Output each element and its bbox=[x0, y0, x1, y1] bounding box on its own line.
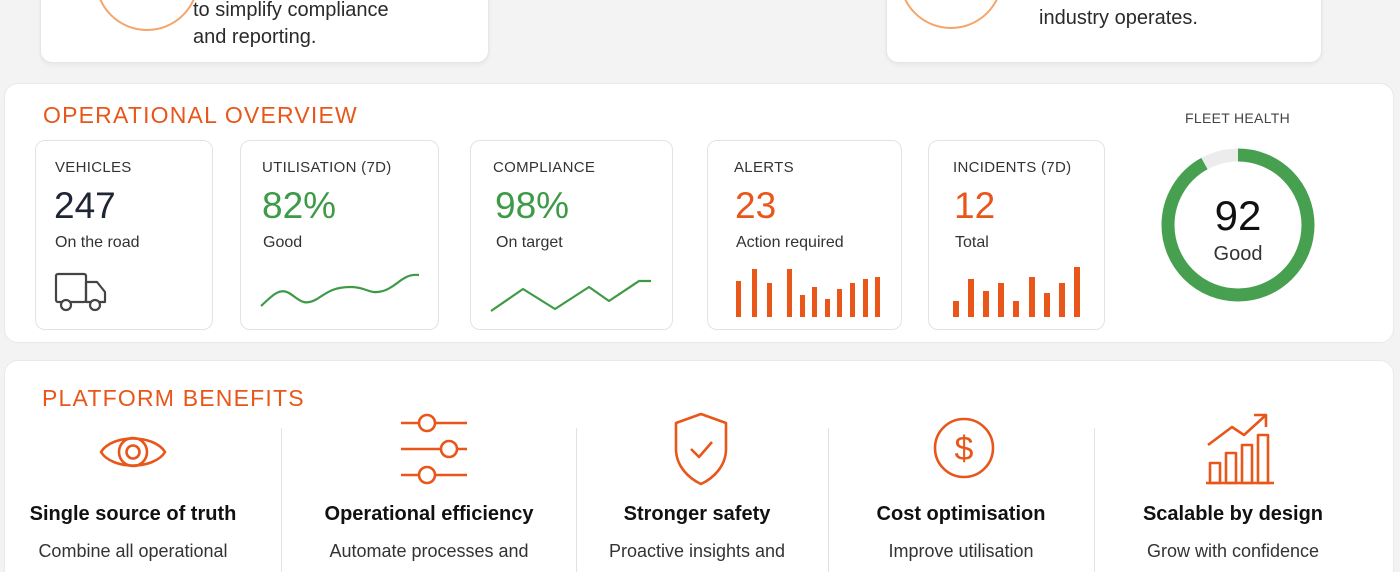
column-divider bbox=[828, 428, 829, 572]
column-divider bbox=[576, 428, 577, 572]
fleet-health-label: FLEET HEALTH bbox=[1185, 110, 1290, 126]
benefit-description: Proactive insights and bbox=[608, 541, 786, 561]
truck-icon bbox=[54, 272, 107, 312]
fleet-health-status: Good bbox=[1213, 243, 1263, 265]
column-divider bbox=[281, 428, 282, 572]
operational-overview-panel bbox=[4, 83, 1394, 343]
stat-value: 82% bbox=[262, 185, 337, 226]
stat-card-incidents[interactable]: INCIDENTS (7D) 12 Total bbox=[928, 140, 1105, 330]
svg-text:$: $ bbox=[955, 430, 974, 468]
card-text-line: and reporting. bbox=[193, 26, 317, 48]
stat-card-vehicles[interactable]: VEHICLES 247 On the road bbox=[35, 140, 213, 330]
card-text-line: to simplify compliance bbox=[193, 0, 389, 21]
stat-sub: Good bbox=[263, 234, 303, 251]
stat-label: VEHICLES bbox=[55, 159, 132, 176]
benefit-title: Scalable by design bbox=[1142, 503, 1324, 525]
benefit-description: Automate processes and bbox=[329, 541, 529, 561]
benefit-single-source[interactable]: Single source of truth Combine all opera… bbox=[20, 405, 246, 572]
benefit-stronger-safety[interactable]: Stronger safety Proactive insights and bbox=[584, 405, 810, 572]
card-text-line: industry operates. bbox=[1039, 7, 1198, 29]
stat-sub: On the road bbox=[55, 234, 140, 251]
platform-benefits-title: PLATFORM BENEFITS bbox=[42, 385, 305, 411]
platform-benefits-panel bbox=[4, 360, 1394, 572]
stat-value: 247 bbox=[54, 185, 116, 226]
eye-icon bbox=[99, 436, 167, 468]
benefit-title: Cost optimisation bbox=[876, 503, 1046, 525]
benefit-scalable-by-design[interactable]: Scalable by design Grow with confidence bbox=[1120, 405, 1346, 572]
stat-card-utilisation[interactable]: UTILISATION (7D) 82% Good bbox=[240, 140, 439, 330]
fleet-health-score: 92 bbox=[1214, 192, 1262, 239]
benefit-title: Operational efficiency bbox=[324, 503, 534, 525]
shield-check-icon bbox=[674, 412, 728, 486]
benefit-title: Stronger safety bbox=[623, 503, 771, 525]
benefit-cost-optimisation[interactable]: $ Cost optimisation Improve utilisation bbox=[848, 405, 1074, 572]
stat-label: UTILISATION (7D) bbox=[262, 159, 392, 176]
card-icon-circle bbox=[899, 0, 1003, 29]
benefit-description: Improve utilisation bbox=[888, 541, 1034, 561]
benefit-description: Combine all operational bbox=[38, 541, 228, 561]
stat-value: 23 bbox=[735, 185, 777, 226]
growth-chart-icon bbox=[1206, 413, 1274, 485]
intro-card-left: to simplify compliance and reporting. bbox=[40, 0, 489, 63]
stat-label: INCIDENTS (7D) bbox=[953, 159, 1072, 176]
stat-value: 98% bbox=[495, 185, 570, 226]
benefit-title: Single source of truth bbox=[29, 503, 237, 525]
card-icon-circle bbox=[95, 0, 199, 31]
stat-sub: Total bbox=[955, 234, 989, 251]
alerts-bar-chart bbox=[736, 269, 880, 317]
intro-card-right: industry operates. bbox=[886, 0, 1322, 63]
operational-overview-title: OPERATIONAL OVERVIEW bbox=[43, 102, 358, 128]
benefit-description: Grow with confidence bbox=[1146, 541, 1320, 561]
utilisation-sparkline bbox=[260, 273, 420, 307]
stat-sub: On target bbox=[496, 234, 563, 251]
sliders-icon bbox=[401, 413, 467, 485]
compliance-sparkline bbox=[490, 279, 651, 312]
stat-label: ALERTS bbox=[734, 159, 794, 176]
stat-sub: Action required bbox=[736, 234, 844, 251]
column-divider bbox=[1094, 428, 1095, 572]
dollar-circle-icon: $ bbox=[933, 417, 995, 479]
stat-value: 12 bbox=[954, 185, 996, 226]
stat-card-alerts[interactable]: ALERTS 23 Action required bbox=[707, 140, 902, 330]
incidents-bar-chart bbox=[953, 267, 1080, 317]
benefit-operational-efficiency[interactable]: Operational efficiency Automate processe… bbox=[316, 405, 542, 572]
fleet-health-gauge: 92 Good bbox=[1160, 140, 1316, 312]
stat-card-compliance[interactable]: COMPLIANCE 98% On target bbox=[470, 140, 673, 330]
stat-label: COMPLIANCE bbox=[493, 159, 596, 176]
gauge-progress-arc bbox=[1161, 148, 1315, 302]
